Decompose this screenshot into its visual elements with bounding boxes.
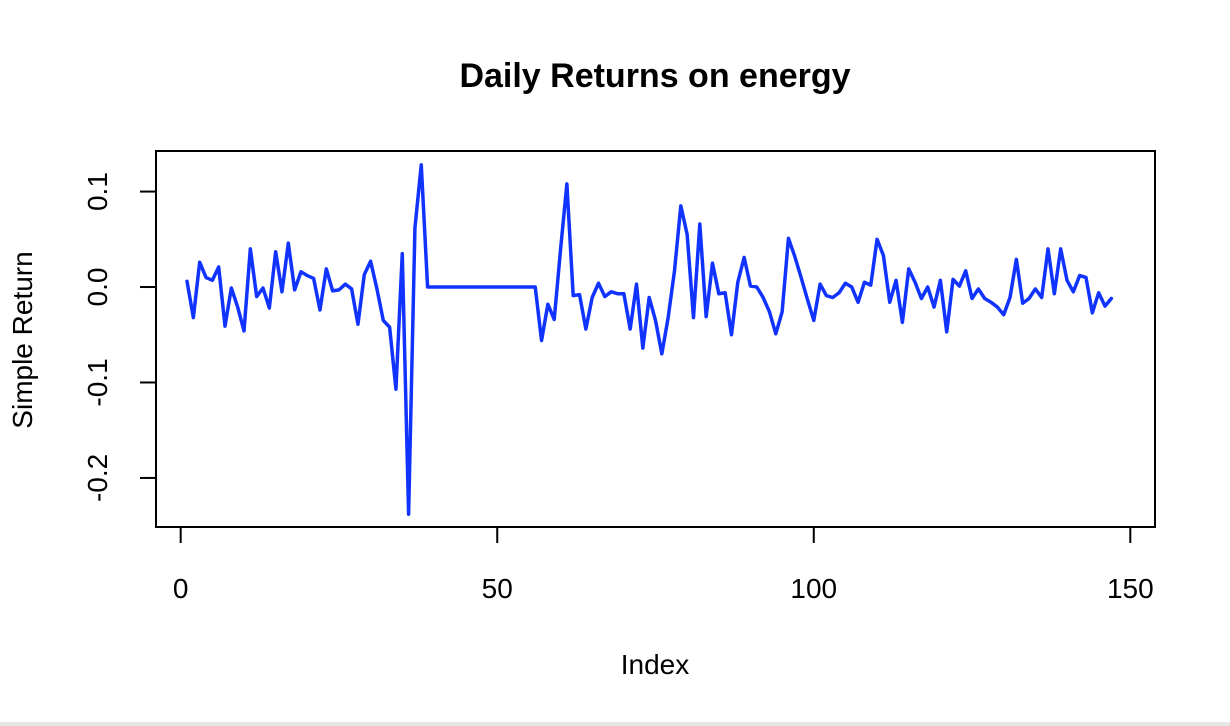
plot-frame [155,150,1156,528]
y-axis-label: Simple Return [7,251,38,428]
x-tick-label: 50 [482,573,513,604]
x-tick-label: 150 [1107,573,1154,604]
y-tick-label: 0.1 [82,172,113,211]
chart-title: Daily Returns on energy [459,57,850,95]
y-tick-label: -0.2 [82,454,113,502]
series-line-1 [185,163,1114,516]
bottom-rule [0,722,1230,726]
x-axis-label: Index [621,649,690,680]
y-tick-label: -0.1 [82,358,113,406]
x-axis: 0 50 100 150 [173,526,1154,604]
series-layer [185,163,1114,516]
y-axis: -0.2 -0.1 0.0 0.1 [82,172,157,502]
x-tick-label: 100 [790,573,837,604]
y-tick-label: 0.0 [82,268,113,307]
x-tick-label: 0 [173,573,189,604]
